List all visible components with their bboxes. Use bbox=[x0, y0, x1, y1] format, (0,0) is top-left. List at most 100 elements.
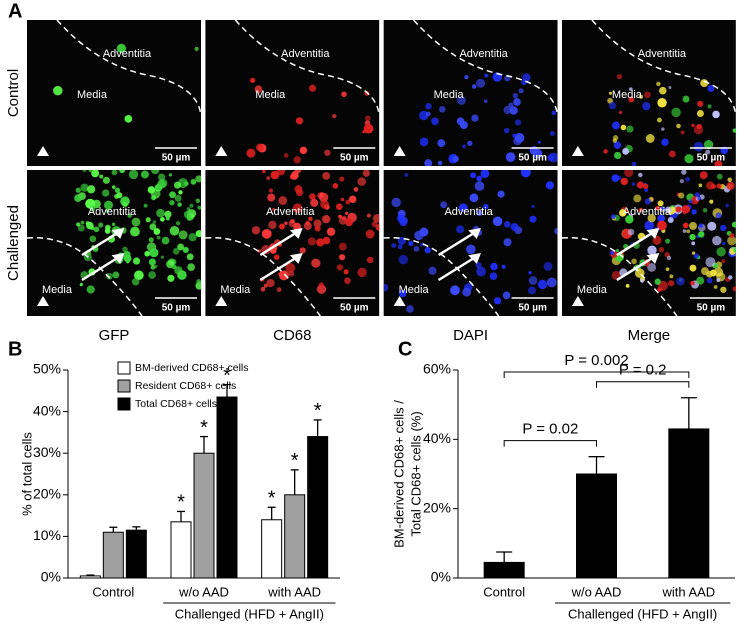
arrow-head bbox=[646, 253, 660, 264]
cell bbox=[666, 255, 672, 261]
cell bbox=[469, 193, 479, 203]
cell bbox=[336, 264, 344, 271]
cell bbox=[276, 170, 286, 176]
cell bbox=[152, 220, 157, 224]
cell bbox=[668, 86, 672, 90]
cell bbox=[505, 152, 516, 162]
arrow-head bbox=[468, 253, 481, 264]
cell bbox=[197, 205, 201, 210]
cell bbox=[657, 220, 667, 231]
cell bbox=[492, 216, 503, 227]
cell bbox=[184, 181, 189, 186]
legend-swatch bbox=[117, 379, 131, 393]
cell bbox=[647, 245, 657, 255]
cell bbox=[706, 277, 713, 284]
cell bbox=[320, 199, 330, 209]
cell bbox=[680, 130, 685, 135]
cell bbox=[111, 170, 118, 176]
cell bbox=[732, 128, 736, 133]
cell bbox=[689, 233, 696, 241]
boundary bbox=[234, 20, 380, 116]
cell bbox=[489, 272, 498, 280]
cell bbox=[697, 196, 702, 201]
cell bbox=[178, 190, 183, 195]
cell bbox=[80, 183, 89, 192]
significance-marker: * bbox=[268, 488, 276, 510]
triangle bbox=[571, 146, 584, 156]
cell bbox=[657, 117, 662, 123]
cell bbox=[503, 127, 510, 134]
cell bbox=[164, 210, 172, 218]
cell bbox=[725, 203, 729, 208]
cell bbox=[250, 77, 256, 83]
cell bbox=[156, 235, 161, 240]
significance-marker: * bbox=[177, 492, 185, 514]
cell bbox=[266, 278, 275, 288]
y-tick-label: 60% bbox=[423, 361, 451, 377]
cell bbox=[290, 218, 295, 224]
cell bbox=[645, 134, 655, 143]
cell bbox=[284, 221, 288, 225]
cell bbox=[693, 141, 704, 152]
cell bbox=[169, 225, 180, 236]
cell bbox=[261, 228, 272, 239]
bar bbox=[576, 473, 617, 579]
significance-marker: * bbox=[223, 365, 231, 387]
cell bbox=[720, 286, 727, 293]
bar bbox=[193, 452, 215, 579]
boundary bbox=[56, 20, 201, 116]
cell bbox=[703, 139, 714, 150]
arrow bbox=[437, 255, 477, 282]
cell bbox=[165, 216, 170, 221]
bar bbox=[125, 529, 147, 579]
cell bbox=[543, 261, 553, 271]
cell bbox=[483, 99, 488, 103]
cell bbox=[467, 140, 473, 146]
cell bbox=[371, 221, 378, 228]
region-label: Adventitia bbox=[266, 206, 315, 218]
micrograph: Adventitia Media 50 µm bbox=[27, 20, 201, 166]
cell bbox=[480, 170, 490, 178]
cell bbox=[608, 91, 613, 95]
region-label: Adventitia bbox=[281, 48, 330, 60]
cell bbox=[698, 183, 703, 188]
cell bbox=[183, 210, 192, 219]
cell bbox=[501, 264, 506, 269]
cell bbox=[147, 186, 156, 194]
cell bbox=[104, 228, 111, 234]
cell bbox=[160, 217, 165, 222]
cell bbox=[631, 161, 637, 166]
cell bbox=[459, 120, 468, 130]
group-label: Challenged (HFD + AngII) bbox=[568, 606, 717, 621]
cell bbox=[671, 107, 681, 118]
cell bbox=[610, 214, 616, 220]
cell bbox=[658, 246, 665, 253]
cell bbox=[709, 199, 714, 204]
cell bbox=[313, 219, 322, 228]
cell bbox=[246, 148, 256, 158]
cell bbox=[318, 282, 324, 288]
cell bbox=[353, 187, 359, 192]
cell bbox=[528, 286, 536, 295]
cell bbox=[177, 270, 187, 280]
cell bbox=[529, 215, 537, 223]
cell bbox=[53, 85, 63, 96]
cell bbox=[628, 96, 635, 103]
cell bbox=[332, 113, 337, 119]
cell bbox=[254, 85, 263, 94]
cell bbox=[307, 237, 316, 246]
cell bbox=[332, 182, 339, 189]
micrograph: Adventitia Media 50 µm bbox=[561, 20, 736, 166]
cell bbox=[296, 189, 304, 197]
cell bbox=[114, 187, 121, 193]
bar bbox=[79, 575, 101, 579]
cell bbox=[303, 222, 312, 231]
cell bbox=[439, 106, 446, 113]
cell bbox=[195, 198, 201, 204]
cell bbox=[106, 272, 113, 280]
cell bbox=[75, 187, 81, 193]
cell bbox=[661, 138, 669, 146]
cell bbox=[424, 247, 431, 254]
cell bbox=[383, 283, 389, 292]
arrow bbox=[81, 230, 120, 257]
